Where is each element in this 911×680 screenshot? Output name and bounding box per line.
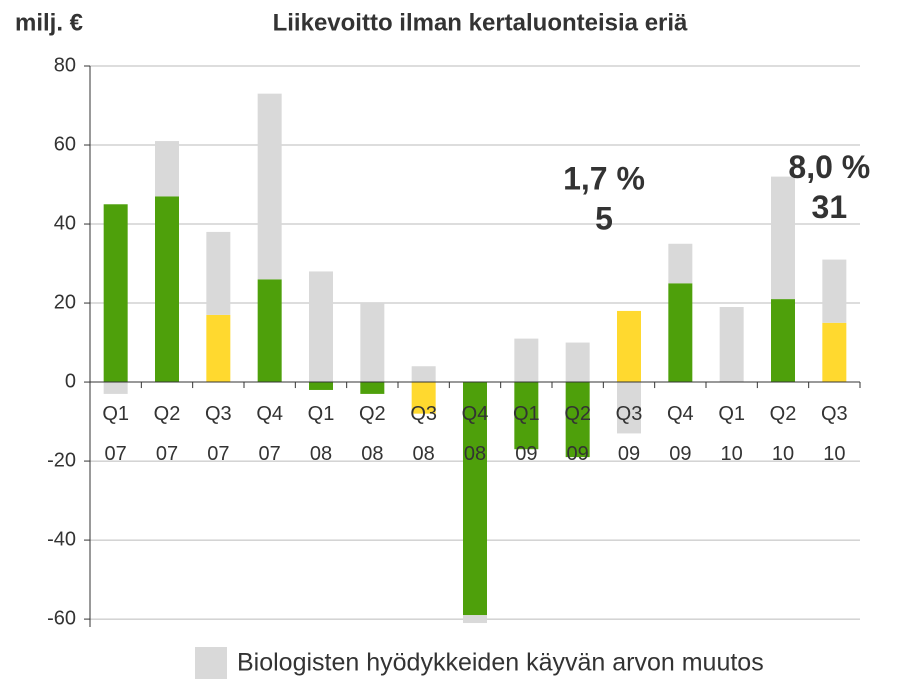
x-tick-label: Q4 09 — [666, 403, 694, 466]
bar — [360, 303, 385, 383]
bar — [411, 382, 436, 414]
bar — [206, 231, 231, 315]
bar — [463, 615, 487, 624]
bar — [822, 259, 847, 323]
x-tick-label: Q2 09 — [564, 403, 591, 466]
bar — [565, 342, 590, 383]
y-axis-label: milj. € — [15, 9, 83, 36]
x-tick-label: Q2 10 — [769, 403, 797, 466]
chart-title: Liikevoitto ilman kertaluonteisia eriä — [273, 9, 688, 36]
bar — [771, 176, 795, 300]
bar — [617, 310, 641, 383]
y-tick-label: -40 — [47, 528, 76, 550]
y-tick-label: 60 — [54, 133, 76, 155]
x-tick-label: Q3 07 — [204, 403, 232, 466]
y-tick-label: 80 — [54, 54, 76, 76]
bar — [309, 271, 333, 383]
bar — [565, 382, 590, 458]
bar — [463, 382, 487, 616]
bar — [822, 322, 847, 383]
x-tick-label: Q3 10 — [820, 403, 848, 466]
bar — [411, 366, 436, 383]
bar — [155, 141, 179, 197]
bar — [103, 204, 128, 383]
bar — [514, 382, 539, 450]
bar — [257, 93, 282, 280]
bar — [206, 314, 231, 383]
bar — [103, 382, 128, 394]
bar — [668, 283, 693, 383]
x-tick-label: Q4 08 — [461, 403, 489, 466]
annotation: 8,0 % — [788, 149, 870, 185]
annotation: 5 — [595, 200, 613, 236]
bar — [617, 382, 641, 434]
bar — [360, 382, 385, 394]
legend-swatch — [195, 647, 227, 679]
bar — [257, 279, 282, 383]
y-tick-label: 0 — [65, 370, 76, 392]
x-tick-label: Q3 08 — [410, 403, 437, 466]
bar — [719, 306, 744, 383]
legend-label: Biologisten hyödykkeiden käyvän arvon mu… — [237, 649, 764, 677]
bar — [771, 299, 795, 383]
bar — [514, 338, 539, 383]
y-tick-label: 20 — [54, 291, 76, 313]
x-tick-label: Q1 08 — [307, 403, 335, 466]
y-tick-label: -20 — [47, 449, 76, 471]
bar — [309, 382, 333, 390]
annotation: 1,7 % — [563, 160, 645, 196]
annotation: 31 — [812, 189, 848, 225]
y-tick-label: 40 — [54, 212, 76, 234]
bar — [155, 196, 179, 383]
bar — [668, 243, 693, 284]
x-tick-label: Q1 09 — [512, 403, 540, 466]
x-tick-label: Q2 07 — [153, 403, 181, 466]
x-tick-label: Q1 07 — [102, 403, 129, 466]
x-tick-label: Q2 08 — [358, 403, 386, 466]
x-tick-label: Q1 10 — [718, 403, 745, 466]
y-tick-label: -60 — [47, 607, 76, 629]
x-tick-label: Q3 09 — [615, 403, 643, 466]
x-tick-label: Q4 07 — [256, 403, 283, 466]
